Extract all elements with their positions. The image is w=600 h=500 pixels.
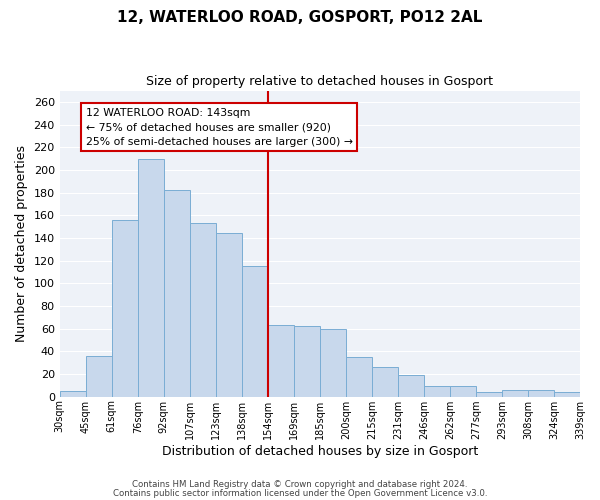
Bar xyxy=(138,158,164,396)
Text: Contains public sector information licensed under the Open Government Licence v3: Contains public sector information licen… xyxy=(113,490,487,498)
Bar xyxy=(294,326,320,396)
Bar xyxy=(554,392,580,396)
Bar xyxy=(242,266,268,396)
Bar xyxy=(86,356,112,397)
Bar xyxy=(59,391,86,396)
Bar xyxy=(112,220,138,396)
Title: Size of property relative to detached houses in Gosport: Size of property relative to detached ho… xyxy=(146,75,493,88)
Bar xyxy=(164,190,190,396)
Bar xyxy=(528,390,554,396)
X-axis label: Distribution of detached houses by size in Gosport: Distribution of detached houses by size … xyxy=(162,444,478,458)
Bar xyxy=(320,328,346,396)
Text: 12 WATERLOO ROAD: 143sqm
← 75% of detached houses are smaller (920)
25% of semi-: 12 WATERLOO ROAD: 143sqm ← 75% of detach… xyxy=(86,108,353,147)
Bar xyxy=(346,357,372,397)
Text: 12, WATERLOO ROAD, GOSPORT, PO12 2AL: 12, WATERLOO ROAD, GOSPORT, PO12 2AL xyxy=(118,10,482,25)
Bar xyxy=(190,223,216,396)
Bar xyxy=(398,375,424,396)
Bar xyxy=(216,234,242,396)
Bar xyxy=(502,390,528,396)
Bar xyxy=(424,386,450,396)
Bar xyxy=(372,367,398,396)
Bar xyxy=(450,386,476,396)
Y-axis label: Number of detached properties: Number of detached properties xyxy=(15,145,28,342)
Text: Contains HM Land Registry data © Crown copyright and database right 2024.: Contains HM Land Registry data © Crown c… xyxy=(132,480,468,489)
Bar xyxy=(476,392,502,396)
Bar xyxy=(268,325,294,396)
